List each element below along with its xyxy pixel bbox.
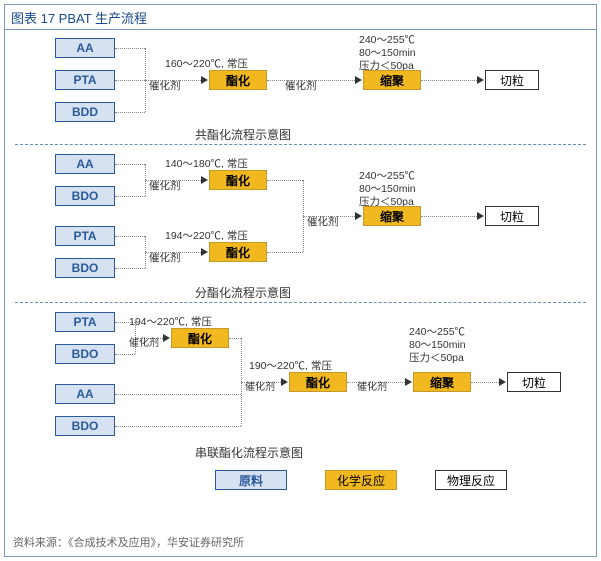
figure-title: 图表 17 PBAT 生产流程: [5, 5, 596, 30]
caption-sec1: 共酯化流程示意图: [195, 126, 291, 143]
node-ester: 酯化: [209, 170, 267, 190]
legend-phys: 物理反应: [435, 470, 507, 490]
arrow-icon: [201, 248, 208, 256]
label-cat: 催化剂: [149, 80, 181, 93]
arrow-icon: [477, 76, 484, 84]
node-pta: PTA: [55, 70, 115, 90]
arrow-icon: [281, 378, 288, 386]
label-cond: 80～150min: [359, 183, 416, 196]
node-cond: 缩聚: [363, 70, 421, 90]
node-pta: PTA: [55, 312, 115, 332]
label-cat: 催化剂: [129, 338, 159, 351]
arrow-icon: [201, 176, 208, 184]
label-cond: 240～255℃: [359, 34, 415, 47]
node-aa: AA: [55, 154, 115, 174]
arrow-icon: [477, 212, 484, 220]
label-cat: 催化剂: [285, 80, 317, 93]
node-cut: 切粒: [507, 372, 561, 392]
node-ester: 酯化: [171, 328, 229, 348]
arrow-icon: [355, 212, 362, 220]
node-aa: AA: [55, 38, 115, 58]
section-divider: [15, 302, 586, 303]
label-cat: 催化剂: [149, 252, 181, 265]
arrow-icon: [405, 378, 412, 386]
diagram-canvas: AA PTA BDD 催化剂 160～220℃, 常压 酯化 催化剂 240～2…: [5, 30, 596, 530]
arrow-icon: [499, 378, 506, 386]
node-bdo: BDO: [55, 186, 115, 206]
node-ester: 酯化: [289, 372, 347, 392]
caption-sec2: 分酯化流程示意图: [195, 284, 291, 301]
node-bdd: BDD: [55, 102, 115, 122]
node-bdo: BDO: [55, 258, 115, 278]
node-pta: PTA: [55, 226, 115, 246]
label-cat: 催化剂: [245, 382, 275, 395]
arrow-icon: [201, 76, 208, 84]
label-cat: 催化剂: [149, 180, 181, 193]
figure-frame: 图表 17 PBAT 生产流程 AA PTA BDD 催化剂 160～220℃,…: [4, 4, 597, 557]
figure-footer: 资料来源：《合成技术及应用》，华安证券研究所: [5, 530, 596, 556]
arrow-icon: [355, 76, 362, 84]
node-ester: 酯化: [209, 242, 267, 262]
section-divider: [15, 144, 586, 145]
label-cond: 240～255℃: [409, 326, 465, 339]
node-bdo: BDO: [55, 344, 115, 364]
label-cond: 240～255℃: [359, 170, 415, 183]
label-cat: 催化剂: [357, 382, 387, 395]
node-aa: AA: [55, 384, 115, 404]
label-cond: 80～150min: [409, 339, 466, 352]
node-cut: 切粒: [485, 206, 539, 226]
node-bdo: BDO: [55, 416, 115, 436]
label-cond: 80～150min: [359, 47, 416, 60]
node-cut: 切粒: [485, 70, 539, 90]
node-ester: 酯化: [209, 70, 267, 90]
arrow-icon: [163, 334, 170, 342]
caption-sec3: 串联酯化流程示意图: [195, 444, 303, 461]
label-cond: 压力＜50pa: [409, 352, 464, 365]
legend-input: 原料: [215, 470, 287, 490]
node-cond: 缩聚: [413, 372, 471, 392]
label-cat: 催化剂: [307, 216, 339, 229]
legend-chem: 化学反应: [325, 470, 397, 490]
node-cond: 缩聚: [363, 206, 421, 226]
